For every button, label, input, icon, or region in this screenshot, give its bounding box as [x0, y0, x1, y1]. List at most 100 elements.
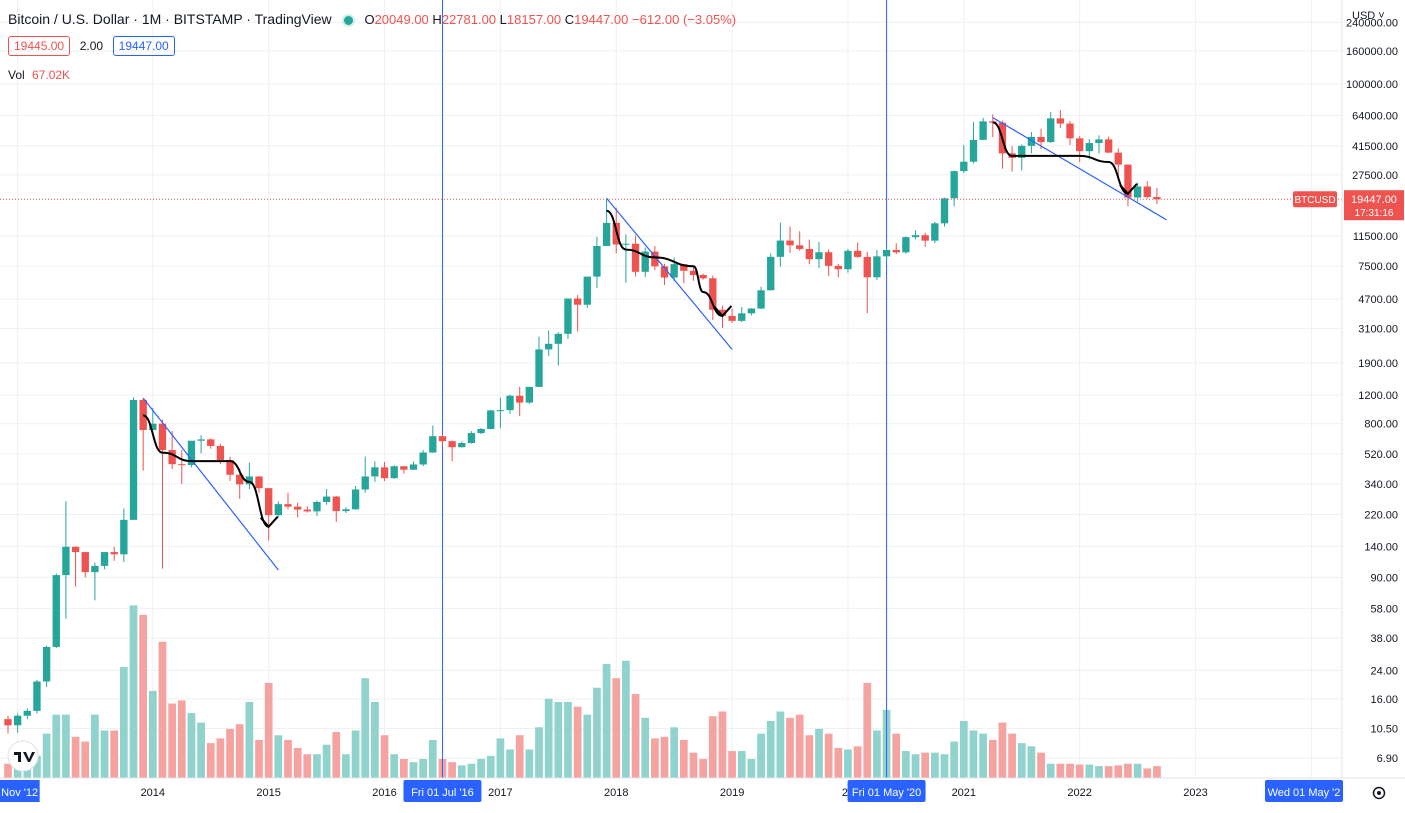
candle — [844, 248, 852, 273]
candle — [274, 501, 282, 518]
candle — [178, 450, 186, 484]
price-tick-label: 41500.00 — [1352, 141, 1398, 153]
freehand-curve[interactable] — [142, 414, 270, 528]
candle-body — [187, 440, 196, 465]
freehand-curve[interactable] — [992, 121, 1129, 195]
candle-body — [71, 546, 80, 553]
candle — [940, 197, 949, 227]
tradingview-logo — [7, 740, 39, 772]
candle — [776, 222, 785, 267]
candle-body — [371, 467, 379, 477]
volume-bar — [554, 701, 563, 778]
candle-body — [265, 488, 273, 516]
candle — [602, 198, 611, 246]
candle — [882, 245, 891, 261]
candle-body — [23, 710, 31, 716]
volume-bar — [718, 711, 727, 778]
candle-body — [197, 439, 205, 441]
candle-body — [429, 436, 437, 453]
candle — [660, 263, 669, 285]
trendline[interactable] — [992, 117, 1167, 221]
settings-gear-icon[interactable] — [1372, 786, 1386, 800]
buy-button[interactable]: 19447.00 — [112, 36, 175, 56]
candle-body — [1085, 143, 1093, 152]
volume-bar — [62, 714, 70, 778]
candle — [805, 239, 814, 265]
user-drawings[interactable] — [142, 117, 1167, 571]
candle-body — [467, 433, 476, 444]
candle-body — [496, 410, 505, 412]
candle — [747, 308, 756, 316]
volume-bar — [1124, 763, 1132, 778]
trendline[interactable] — [142, 397, 279, 571]
volume-bar — [535, 727, 543, 778]
price-tick-label: 1200.00 — [1358, 390, 1398, 402]
candle-body — [178, 464, 186, 466]
candle — [709, 275, 717, 320]
sell-button[interactable]: 19445.00 — [8, 36, 71, 56]
trendline[interactable] — [606, 197, 733, 350]
volume-bar — [921, 752, 930, 778]
candle — [255, 476, 263, 493]
candle-body — [921, 235, 929, 241]
candle — [979, 117, 987, 141]
candle — [332, 496, 340, 522]
volume-bar — [573, 706, 582, 778]
currency-select[interactable]: USD ˅ — [1352, 10, 1385, 22]
candle-body — [380, 467, 389, 479]
candle-body — [728, 315, 736, 321]
candle-body — [593, 245, 601, 277]
volume-bar — [496, 738, 505, 778]
candle-body — [158, 423, 167, 451]
candle — [380, 462, 389, 482]
candle — [622, 234, 630, 283]
volume-bar — [757, 733, 765, 778]
arrow-head[interactable] — [713, 305, 733, 318]
symbol-tag: BTCUSD — [1294, 195, 1335, 206]
candle — [303, 506, 311, 513]
volume-bar — [737, 751, 746, 778]
price-tick-label: 6.90 — [1377, 753, 1398, 765]
time-axis[interactable]: Nov '12201420152016201720182019202021202… — [0, 777, 1405, 813]
candle — [1076, 135, 1084, 163]
open-value: 20049.00 — [374, 12, 429, 27]
candle — [728, 308, 736, 323]
freehand-curve[interactable] — [606, 209, 723, 317]
price-tick-label: 140.00 — [1364, 541, 1398, 553]
volume-bar — [998, 722, 1007, 778]
volume-bar — [699, 758, 707, 778]
price-axis[interactable]: USD ˅240000.00 160000.00 100000.00 64000.00… — [1293, 0, 1405, 813]
market-status-icon — [341, 13, 355, 27]
marker-date-label: Wed 01 May '2 — [1268, 787, 1341, 799]
candle — [100, 552, 109, 570]
gear-ring — [1372, 786, 1386, 800]
marker-date-label: Fri 01 May '20 — [852, 787, 921, 799]
arrow-head[interactable] — [259, 516, 279, 529]
candle — [815, 241, 823, 269]
volume-bar — [959, 720, 968, 778]
candle-body — [100, 552, 109, 566]
candle-body — [1104, 139, 1113, 153]
volume-bar — [467, 763, 476, 778]
candle-body — [631, 243, 640, 272]
volume-bar — [371, 701, 379, 778]
candle-body — [747, 308, 756, 314]
change-value: −612.00 (−3.05%) — [632, 12, 737, 27]
price-tick-label: 4700.00 — [1358, 294, 1398, 306]
candle-body — [52, 575, 60, 647]
volume-bar — [651, 738, 659, 778]
candle-body — [506, 395, 514, 411]
logo-circle — [7, 740, 39, 772]
candle-body — [738, 313, 746, 321]
candle — [1133, 182, 1142, 202]
volume-bar — [1056, 763, 1065, 778]
candle-body — [709, 278, 717, 310]
arrow-head[interactable] — [1119, 183, 1138, 196]
candle — [535, 336, 543, 388]
candle-body — [274, 504, 282, 516]
volume-bar — [1046, 763, 1055, 778]
candle — [390, 465, 398, 479]
price-tick-label: 90.00 — [1370, 572, 1398, 584]
volume-bar — [940, 754, 949, 778]
